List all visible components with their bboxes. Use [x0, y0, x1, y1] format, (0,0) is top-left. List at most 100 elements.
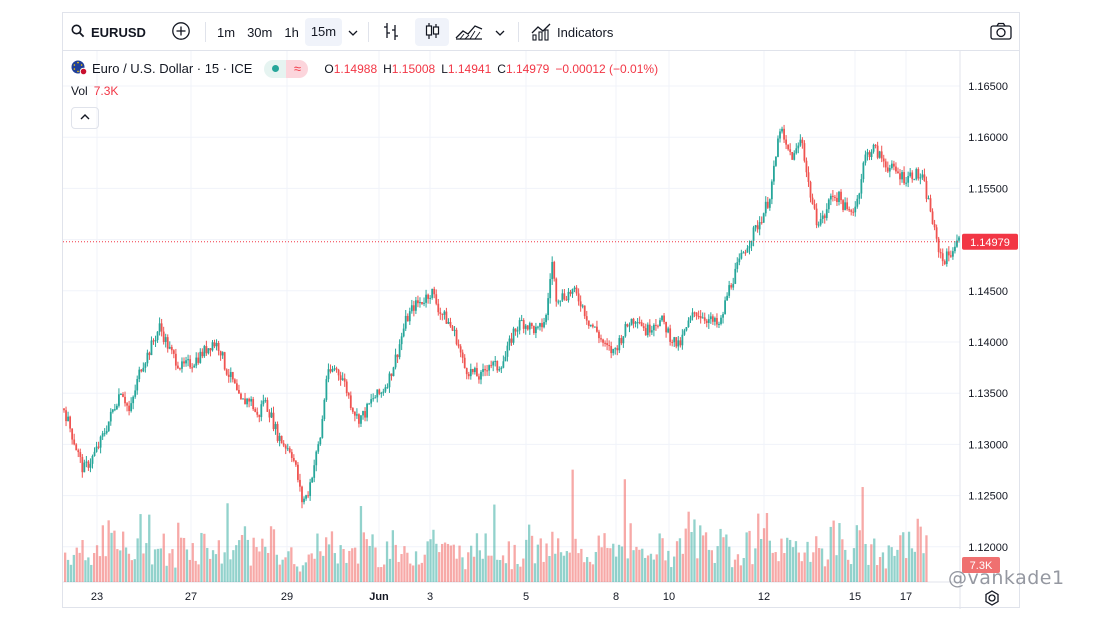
candle-body	[105, 430, 108, 434]
area-style-button[interactable]	[455, 18, 505, 46]
symbol-search-button[interactable]: EURUSD	[71, 18, 146, 46]
candle-body	[874, 144, 877, 146]
candle-body	[242, 398, 244, 400]
volume-bar	[768, 540, 771, 582]
collapse-legend-button[interactable]	[71, 107, 99, 129]
volume-bar	[760, 538, 763, 582]
candle-body	[83, 462, 86, 473]
volume-bar	[710, 550, 713, 582]
candle-body	[789, 149, 792, 152]
candle-body	[614, 348, 617, 350]
volume-bar	[229, 559, 232, 582]
candle-body	[93, 451, 96, 457]
volume-bar	[780, 538, 783, 582]
volume-bar	[603, 533, 606, 582]
chevron-down-icon[interactable]	[348, 25, 358, 40]
volume-bar	[148, 514, 151, 582]
candle-body	[571, 288, 574, 294]
volume-bar	[371, 534, 374, 582]
candle-body	[530, 323, 533, 326]
candle-body	[821, 215, 824, 220]
candle-body	[329, 369, 332, 372]
candle-body	[282, 443, 285, 446]
flag-icon	[71, 59, 88, 78]
volume-bar	[530, 535, 534, 582]
market-open-dot-icon	[264, 59, 287, 78]
volume-bar	[435, 543, 438, 582]
candle-body	[905, 182, 908, 184]
settings-icon[interactable]	[985, 590, 999, 606]
candle-body	[305, 495, 307, 499]
candle-body	[836, 197, 838, 203]
volume-bar	[658, 533, 661, 582]
candle-style-button[interactable]	[415, 18, 449, 46]
candle-body	[378, 389, 381, 394]
candle-body	[947, 251, 950, 256]
add-compare-button[interactable]	[171, 18, 191, 46]
candle-body	[917, 169, 920, 179]
volume-bar	[374, 547, 377, 582]
candle-body	[451, 326, 454, 331]
interval-1m[interactable]: 1m	[217, 24, 236, 40]
volume-bar	[232, 550, 235, 582]
x-tick-label: Jun	[369, 591, 389, 603]
candle-body	[642, 326, 645, 329]
candle-body	[793, 153, 796, 160]
candle-body	[537, 326, 539, 328]
volume-bar	[783, 553, 786, 582]
candle-body	[353, 411, 356, 416]
volume-label: Vol	[71, 84, 88, 98]
candle-body	[211, 342, 214, 351]
candle-body	[425, 294, 427, 303]
volume-bar	[878, 557, 882, 582]
candle-body	[394, 354, 397, 368]
volume-bar	[522, 558, 525, 582]
candle-body	[893, 163, 895, 167]
candle-body	[240, 393, 242, 399]
candle-body	[402, 328, 405, 337]
candle-body	[665, 321, 667, 333]
candle-body	[866, 152, 869, 155]
volume-bar	[876, 565, 879, 582]
candle-body	[219, 351, 222, 356]
price-chart[interactable]: 1.165001.160001.155001.150001.145001.140…	[63, 13, 1021, 609]
candle-body	[122, 394, 124, 397]
candle-body	[65, 410, 67, 422]
interval-30m[interactable]: 30m	[247, 24, 273, 40]
candle-body	[115, 405, 118, 410]
candle-body	[555, 278, 558, 302]
candle-body	[807, 172, 810, 182]
volume-bar	[383, 564, 386, 582]
x-tick-label: 5	[523, 591, 529, 603]
volume-bar	[499, 560, 502, 582]
candle-body	[164, 337, 167, 343]
interval-group: 1m 30m 1h 15m	[211, 18, 358, 46]
candle-body	[280, 435, 283, 444]
volume-bar	[209, 558, 212, 582]
candle-body	[768, 199, 771, 208]
volume-bar	[667, 550, 670, 582]
chevron-down-icon[interactable]	[495, 25, 505, 40]
candle-body	[772, 165, 775, 182]
market-status-pill[interactable]: ≈	[264, 59, 309, 78]
volume-bar	[107, 520, 110, 582]
interval-1h[interactable]: 1h	[284, 24, 299, 40]
volume-bar	[838, 523, 841, 582]
volume-bar	[925, 535, 928, 582]
indicators-button[interactable]: Indicators	[531, 18, 613, 46]
bar-style-button[interactable]	[381, 18, 401, 46]
interval-15m[interactable]: 15m	[304, 18, 343, 46]
volume-bar	[870, 544, 873, 582]
volume-legend: Vol 7.3K	[71, 84, 118, 98]
volume-bar	[902, 532, 905, 582]
volume-bar	[794, 541, 798, 582]
candle-body	[113, 409, 116, 411]
ohlc-values: O1.14988 H1.15008 L1.14941 C1.14979 −0.00012…	[324, 61, 659, 76]
volume-bar	[905, 558, 908, 582]
candle-body	[435, 294, 438, 304]
volume-bar	[426, 541, 429, 582]
volume-bar	[725, 534, 728, 582]
volume-bar	[861, 487, 864, 582]
snapshot-button[interactable]	[990, 18, 1012, 46]
candle-body	[364, 411, 366, 418]
